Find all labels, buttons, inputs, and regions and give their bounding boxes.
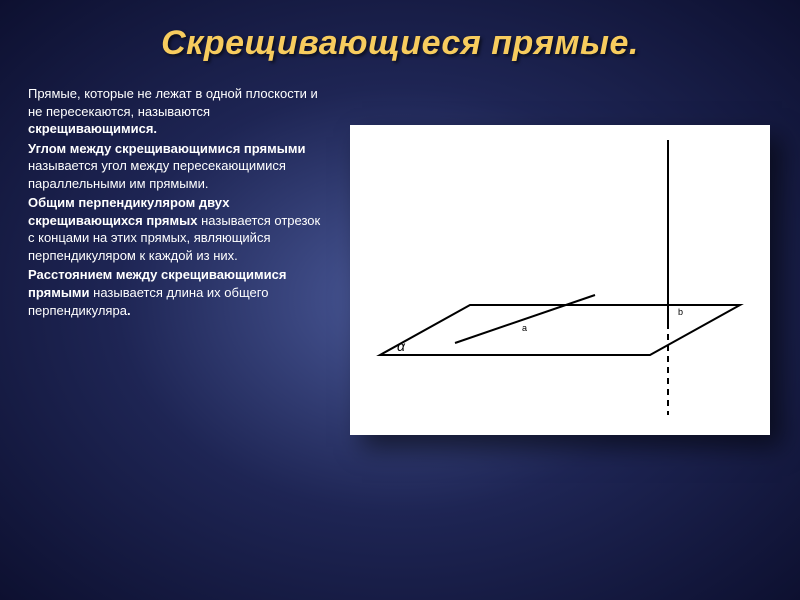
paragraph-1: Прямые, которые не лежат в одной плоскос… — [28, 85, 328, 138]
diagram-column: a b α — [348, 85, 772, 435]
plane-shape — [380, 305, 740, 355]
text-column: Прямые, которые не лежат в одной плоскос… — [28, 85, 328, 321]
geometry-diagram: a b α — [350, 125, 770, 435]
paragraph-4: Расстоянием между скрещивающимися прямым… — [28, 266, 328, 319]
content-row: Прямые, которые не лежат в одной плоскос… — [28, 85, 772, 435]
p2-text: называется угол между пересекающимися па… — [28, 158, 286, 191]
p1-text: Прямые, которые не лежат в одной плоскос… — [28, 86, 318, 119]
slide: Скрещивающиеся прямые. Прямые, которые н… — [0, 0, 800, 600]
paragraph-2: Углом между скрещивающимися прямыми назы… — [28, 140, 328, 193]
p4-dot: . — [127, 303, 131, 318]
p2-term: Углом между скрещивающимися прямыми — [28, 141, 305, 156]
label-b: b — [678, 307, 683, 317]
line-a — [455, 295, 595, 343]
p1-term: скрещивающимися. — [28, 121, 157, 136]
label-alpha: α — [397, 338, 406, 354]
p3-term: Общим перпендикуляром двух скрещивающихс… — [28, 195, 229, 228]
paragraph-3: Общим перпендикуляром двух скрещивающихс… — [28, 194, 328, 264]
diagram-canvas: a b α — [350, 125, 770, 435]
slide-title: Скрещивающиеся прямые. — [28, 24, 772, 63]
label-a: a — [522, 323, 527, 333]
